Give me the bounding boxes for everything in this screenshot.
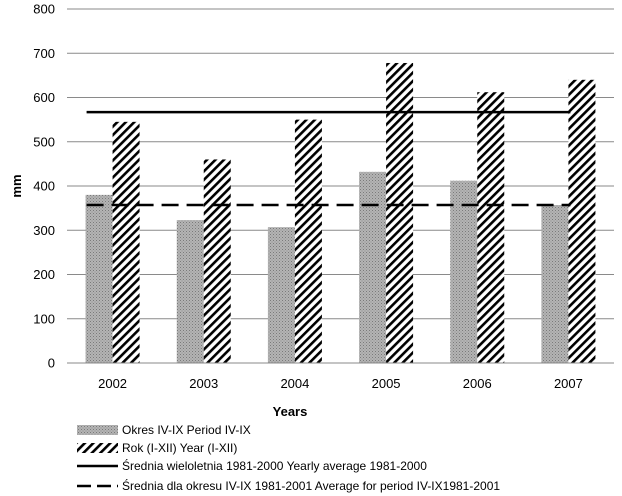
bar-year bbox=[568, 79, 596, 364]
bar-period bbox=[359, 171, 387, 363]
bar-year bbox=[386, 62, 414, 364]
y-tick-label: 400 bbox=[33, 179, 55, 194]
x-tick-labels: 2002 2003 2004 2005 2006 2007 bbox=[98, 376, 583, 391]
y-tick-label: 600 bbox=[33, 90, 55, 105]
y-tick-label: 700 bbox=[33, 46, 55, 61]
x-tick-label: 2006 bbox=[463, 376, 492, 391]
bar-year bbox=[112, 121, 140, 364]
y-tick-label: 200 bbox=[33, 267, 55, 282]
gridlines bbox=[67, 8, 614, 320]
bar-year bbox=[294, 119, 322, 363]
y-tick-label: 0 bbox=[48, 356, 55, 371]
y-tick-label: 800 bbox=[33, 2, 55, 17]
bar-period bbox=[176, 220, 204, 363]
bar-period bbox=[85, 194, 113, 363]
legend-label: Okres IV-IX Period IV-IX bbox=[122, 423, 251, 437]
legend-label: Średnia dla okresu IV-IX 1981-2001 Avera… bbox=[122, 478, 500, 493]
x-tick-label: 2007 bbox=[554, 376, 583, 391]
x-tick-label: 2002 bbox=[98, 376, 127, 391]
y-tick-label: 500 bbox=[33, 134, 55, 149]
x-tick-label: 2003 bbox=[189, 376, 218, 391]
legend-label: Średnia wieloletnia 1981-2000 Yearly ave… bbox=[122, 458, 427, 473]
bar-year bbox=[477, 92, 505, 363]
x-tick-label: 2005 bbox=[372, 376, 401, 391]
y-axis-title: mm bbox=[9, 174, 24, 197]
reference-lines bbox=[86, 110, 571, 207]
x-tick-label: 2004 bbox=[280, 376, 309, 391]
legend-label: Rok (I-XII) Year (I-XII) bbox=[122, 441, 237, 455]
bar-period bbox=[541, 205, 569, 363]
legend-swatch-period bbox=[77, 425, 118, 435]
bar-period bbox=[450, 180, 478, 363]
bar-period bbox=[267, 227, 295, 363]
y-tick-label: 300 bbox=[33, 223, 55, 238]
bar-year bbox=[203, 159, 231, 363]
y-tick-labels: 0 100 200 300 400 500 600 700 800 bbox=[33, 2, 55, 371]
bars bbox=[85, 62, 596, 364]
y-tick-label: 100 bbox=[33, 311, 55, 326]
legend: Okres IV-IX Period IV-IX Rok (I-XII) Year… bbox=[77, 423, 500, 493]
x-axis-title: Years bbox=[273, 404, 308, 419]
legend-swatch-year bbox=[77, 443, 118, 453]
